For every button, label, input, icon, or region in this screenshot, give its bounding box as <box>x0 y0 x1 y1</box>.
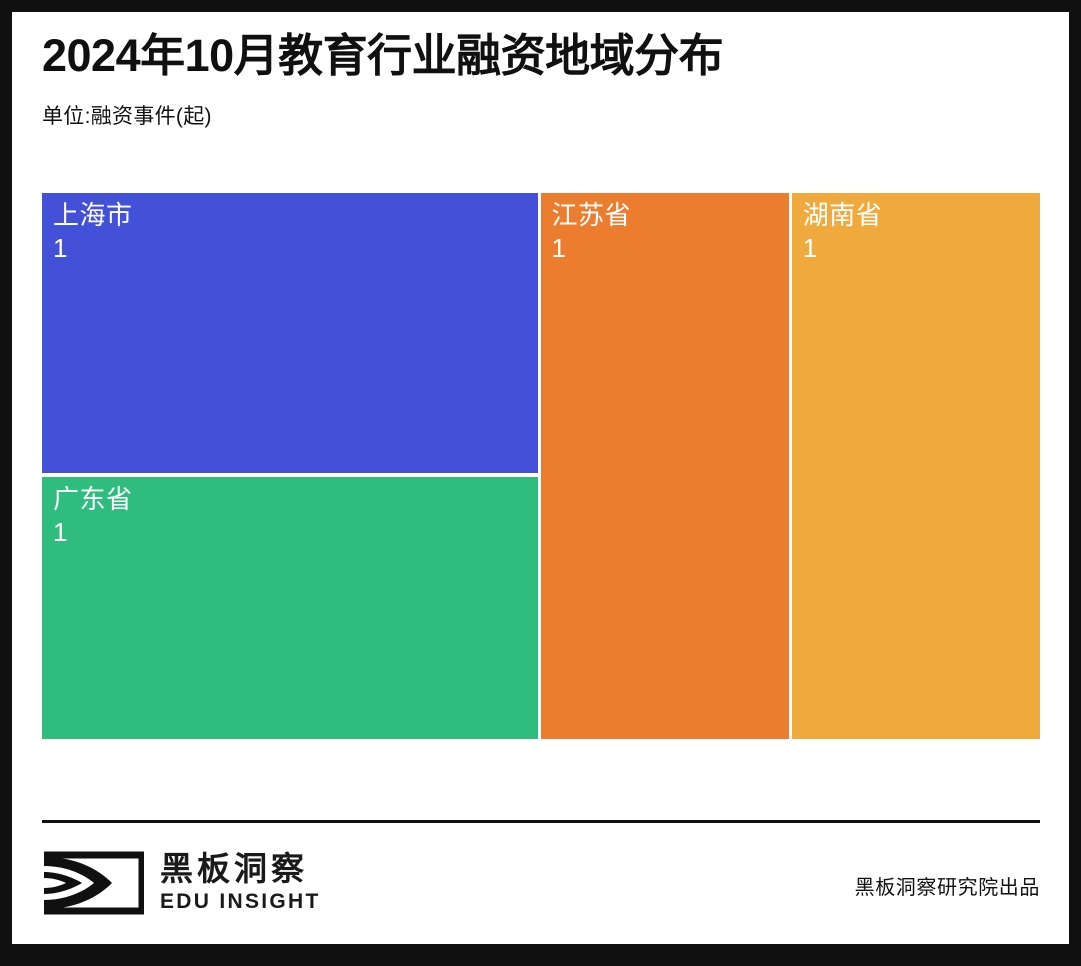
treemap-tile-label: 上海市 <box>53 200 133 230</box>
footer-credit: 黑板洞察研究院出品 <box>854 877 1040 899</box>
brand-text: 黑板洞察 EDU INSIGHT <box>160 850 321 914</box>
footer: 黑板洞察 EDU INSIGHT 黑板洞察研究院出品 <box>42 845 1040 925</box>
treemap-tile-jiangsu[interactable]: 江苏省 1 <box>540 193 789 739</box>
treemap-tile-value: 1 <box>551 233 566 263</box>
treemap-tile-value: 1 <box>53 517 68 547</box>
treemap-chart: 上海市 1 广东省 1 江苏省 1 湖南省 1 <box>42 193 1040 739</box>
brand-lockup: 黑板洞察 EDU INSIGHT <box>42 849 321 917</box>
treemap-column-middle: 江苏省 1 <box>540 193 789 739</box>
brand-name-en: EDU INSIGHT <box>160 890 321 914</box>
treemap-column-right: 湖南省 1 <box>791 193 1040 739</box>
treemap-tile-value: 1 <box>53 233 68 263</box>
treemap-tile-label: 广东省 <box>53 484 133 514</box>
treemap-tile-guangdong[interactable]: 广东省 1 <box>42 477 538 739</box>
treemap-column-left: 上海市 1 广东省 1 <box>42 193 538 739</box>
treemap-tile-hunan[interactable]: 湖南省 1 <box>791 193 1040 739</box>
treemap-tile-label: 湖南省 <box>802 200 883 230</box>
eye-logo-icon <box>44 851 144 915</box>
footer-divider <box>42 820 1040 823</box>
treemap-tile-shanghai[interactable]: 上海市 1 <box>42 193 538 473</box>
poster-card: 2024年10月教育行业融资地域分布 单位:融资事件(起) 上海市 1 广东省 … <box>12 12 1069 944</box>
chart-unit-subtitle: 单位:融资事件(起) <box>42 104 212 128</box>
page-title: 2024年10月教育行业融资地域分布 <box>42 30 724 81</box>
brand-name-cn: 黑板洞察 <box>160 850 308 888</box>
treemap-tile-label: 江苏省 <box>551 200 632 230</box>
treemap-tile-value: 1 <box>802 233 818 263</box>
header: 2024年10月教育行业融资地域分布 单位:融资事件(起) <box>42 30 1042 130</box>
